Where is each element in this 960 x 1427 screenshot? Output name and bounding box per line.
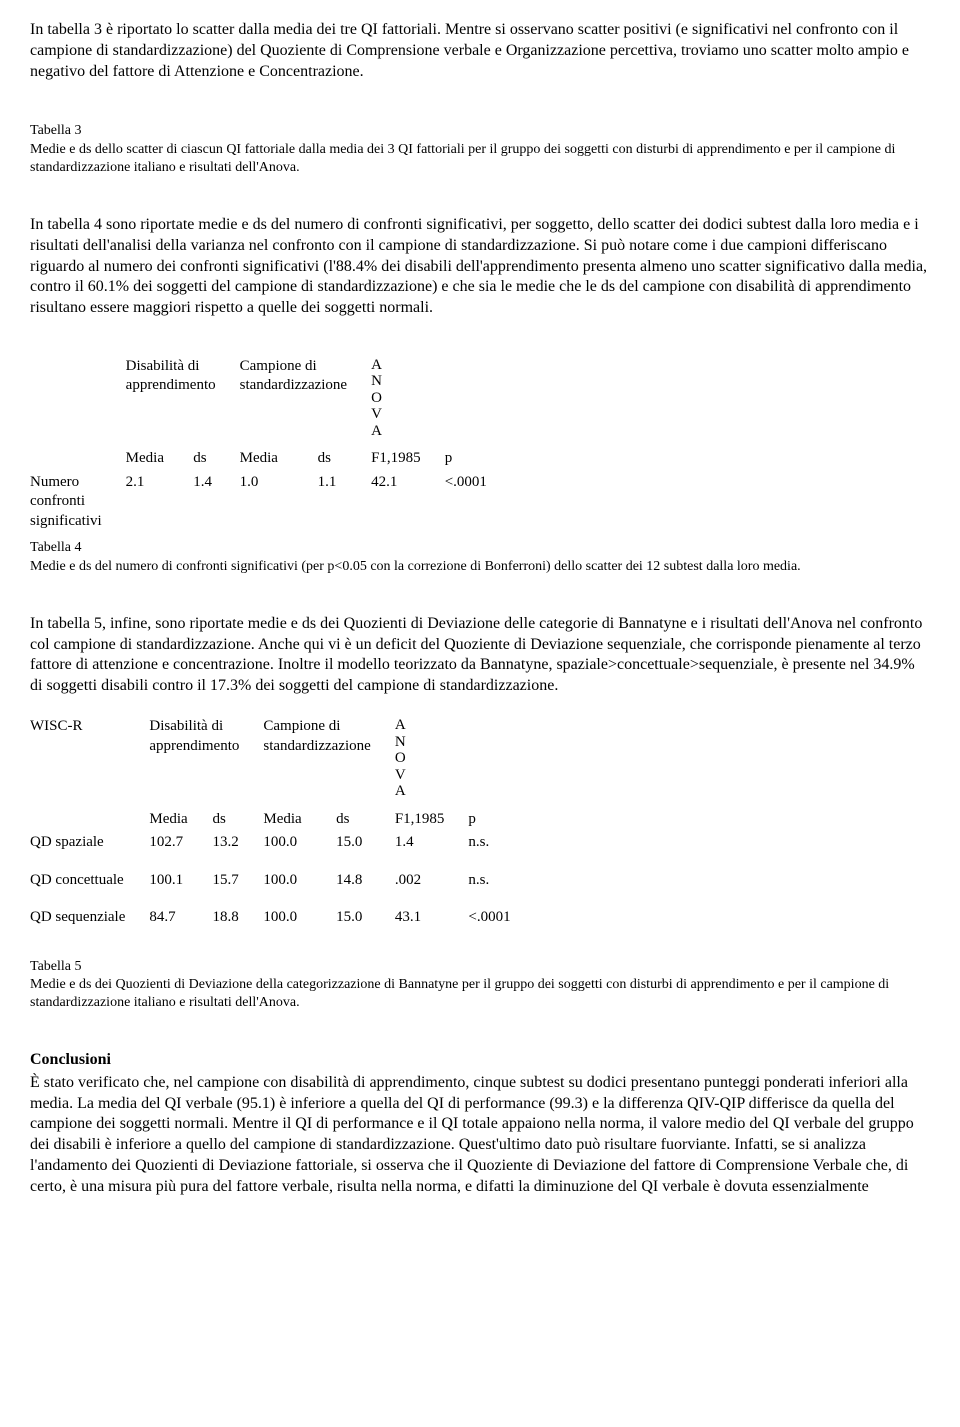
t5-r1-m2: 100.0: [263, 869, 336, 893]
t4-r-media2: 1.0: [240, 471, 318, 534]
t4-h-ds2: ds: [318, 447, 371, 471]
t4-h-disabilita-l2: apprendimento: [126, 377, 216, 393]
t5-r1-m1: 100.1: [149, 869, 212, 893]
table4-caption: Medie e ds del numero di confronti signi…: [30, 558, 930, 576]
conclusioni-title: Conclusioni: [30, 1050, 930, 1071]
table5-caption: Medie e ds dei Quozienti di Deviazione d…: [30, 976, 930, 1012]
t5-r0-m2: 100.0: [263, 831, 336, 855]
table5-intro-paragraph: In tabella 5, infine, sono riportate med…: [30, 614, 930, 697]
t5-r2-d1: 18.8: [212, 906, 263, 930]
t4-h-media2: Media: [240, 447, 318, 471]
t4-row-label-l2: confronti: [30, 493, 85, 509]
t5-r1-label: QD concettuale: [30, 869, 149, 893]
t5-h-f: F1,1985: [395, 808, 469, 832]
intro-paragraph: In tabella 3 è riportato lo scatter dall…: [30, 20, 930, 82]
t5-h-media1: Media: [149, 808, 212, 832]
t5-r1-d1: 15.7: [212, 869, 263, 893]
t5-r0-m1: 102.7: [149, 831, 212, 855]
t5-h-campione-l1: Campione di: [263, 718, 340, 734]
t5-r0-d2: 15.0: [336, 831, 395, 855]
table4-label: Tabella 4: [30, 539, 930, 557]
t4-h-campione-l2: standardizzazione: [240, 377, 347, 393]
t5-r2-m2: 100.0: [263, 906, 336, 930]
t4-row-label-l1: Numero: [30, 474, 79, 490]
table3-caption: Medie e ds dello scatter di ciascun QI f…: [30, 141, 930, 177]
table5-label: Tabella 5: [30, 958, 930, 976]
table5: WISC-R Disabilità di apprendimento Campi…: [30, 715, 535, 930]
t4-r-f: 42.1: [371, 471, 445, 534]
t4-row-label-l3: significativi: [30, 513, 102, 529]
t4-h-p: p: [445, 447, 511, 471]
t5-r1-f: .002: [395, 869, 469, 893]
t5-r2-p: <.0001: [468, 906, 534, 930]
t5-r0-p: n.s.: [468, 831, 534, 855]
t5-h-ds2: ds: [336, 808, 395, 832]
t5-h-p: p: [468, 808, 534, 832]
t4-h-ds1: ds: [193, 447, 239, 471]
t5-r2-m1: 84.7: [149, 906, 212, 930]
t5-r2-label: QD sequenziale: [30, 906, 149, 930]
t5-r0-d1: 13.2: [212, 831, 263, 855]
t5-h-ds1: ds: [212, 808, 263, 832]
t5-r2-d2: 15.0: [336, 906, 395, 930]
conclusioni-p1: È stato verificato che, nel campione con…: [30, 1073, 930, 1198]
t4-r-media1: 2.1: [126, 471, 194, 534]
t5-r1-d2: 14.8: [336, 869, 395, 893]
t5-r2-f: 43.1: [395, 906, 469, 930]
table4: Disabilità di apprendimento Campione di …: [30, 355, 511, 534]
t4-h-campione-l1: Campione di: [240, 358, 317, 374]
t4-h-anova: ANOVA: [371, 357, 382, 439]
t5-r0-label: QD spaziale: [30, 831, 149, 855]
t4-r-ds2: 1.1: [318, 471, 371, 534]
t5-h-wiscr: WISC-R: [30, 715, 149, 808]
table4-intro-paragraph: In tabella 4 sono riportate medie e ds d…: [30, 215, 930, 319]
t5-h-disabilita-l2: apprendimento: [149, 738, 239, 754]
t4-h-disabilita-l1: Disabilità di: [126, 358, 200, 374]
t5-h-anova: ANOVA: [395, 717, 406, 799]
table3-label: Tabella 3: [30, 122, 930, 140]
t4-h-f: F1,1985: [371, 447, 445, 471]
t4-h-media1: Media: [126, 447, 194, 471]
t5-r1-p: n.s.: [468, 869, 534, 893]
t5-h-campione-l2: standardizzazione: [263, 738, 370, 754]
t4-r-ds1: 1.4: [193, 471, 239, 534]
t5-r0-f: 1.4: [395, 831, 469, 855]
t4-r-p: <.0001: [445, 471, 511, 534]
t5-h-disabilita-l1: Disabilità di: [149, 718, 223, 734]
t5-h-media2: Media: [263, 808, 336, 832]
